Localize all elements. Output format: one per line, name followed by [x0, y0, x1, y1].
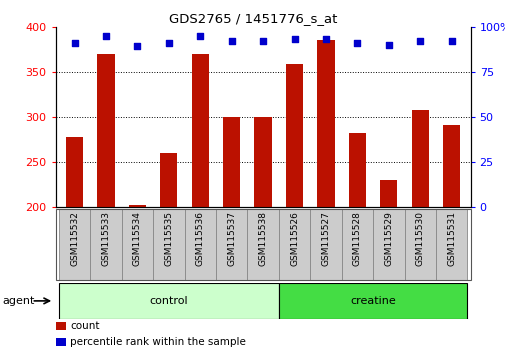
Bar	[317, 40, 334, 207]
Point	[352, 40, 361, 46]
Bar	[379, 180, 397, 207]
Bar	[223, 117, 240, 207]
Text: GSM115529: GSM115529	[384, 211, 392, 266]
FancyBboxPatch shape	[372, 209, 404, 280]
FancyBboxPatch shape	[435, 209, 467, 280]
Bar	[411, 110, 428, 207]
Text: control: control	[149, 296, 188, 306]
Text: creatine: creatine	[349, 296, 395, 306]
FancyBboxPatch shape	[59, 209, 90, 280]
Bar	[160, 153, 177, 207]
Text: GSM115532: GSM115532	[70, 211, 79, 266]
Text: GSM115531: GSM115531	[446, 211, 456, 266]
Bar	[128, 205, 146, 207]
FancyBboxPatch shape	[404, 209, 435, 280]
Point	[290, 36, 298, 42]
Text: GSM115535: GSM115535	[164, 211, 173, 266]
Point	[384, 42, 392, 47]
Bar	[56, 322, 66, 330]
FancyBboxPatch shape	[90, 209, 121, 280]
Point	[227, 38, 235, 44]
FancyBboxPatch shape	[247, 209, 278, 280]
FancyBboxPatch shape	[310, 209, 341, 280]
FancyBboxPatch shape	[121, 209, 153, 280]
Bar	[442, 125, 460, 207]
Text: percentile rank within the sample: percentile rank within the sample	[70, 337, 245, 347]
Text: GSM115534: GSM115534	[133, 211, 141, 266]
FancyBboxPatch shape	[59, 283, 278, 319]
FancyBboxPatch shape	[216, 209, 247, 280]
FancyBboxPatch shape	[278, 283, 467, 319]
Text: agent: agent	[3, 296, 35, 306]
Point	[165, 40, 173, 46]
Bar	[66, 137, 83, 207]
Bar	[254, 117, 271, 207]
Text: GSM115526: GSM115526	[289, 211, 298, 266]
Bar	[97, 53, 114, 207]
FancyBboxPatch shape	[153, 209, 184, 280]
Point	[102, 33, 110, 39]
Text: GSM115533: GSM115533	[102, 211, 110, 266]
Text: GSM115537: GSM115537	[227, 211, 236, 266]
Bar	[191, 53, 209, 207]
FancyBboxPatch shape	[341, 209, 372, 280]
Point	[447, 38, 455, 44]
Point	[133, 44, 141, 49]
Text: GSM115530: GSM115530	[415, 211, 424, 266]
Point	[196, 33, 204, 39]
Text: count: count	[70, 321, 99, 331]
Point	[416, 38, 424, 44]
FancyBboxPatch shape	[184, 209, 216, 280]
Text: GDS2765 / 1451776_s_at: GDS2765 / 1451776_s_at	[169, 12, 336, 25]
Text: GSM115536: GSM115536	[195, 211, 205, 266]
Text: GSM115527: GSM115527	[321, 211, 330, 266]
Bar	[56, 338, 66, 346]
Point	[70, 40, 78, 46]
Text: GSM115528: GSM115528	[352, 211, 361, 266]
Point	[321, 36, 329, 42]
Bar	[348, 133, 365, 207]
Bar	[285, 64, 302, 207]
FancyBboxPatch shape	[278, 209, 310, 280]
Text: GSM115538: GSM115538	[258, 211, 267, 266]
Point	[259, 38, 267, 44]
